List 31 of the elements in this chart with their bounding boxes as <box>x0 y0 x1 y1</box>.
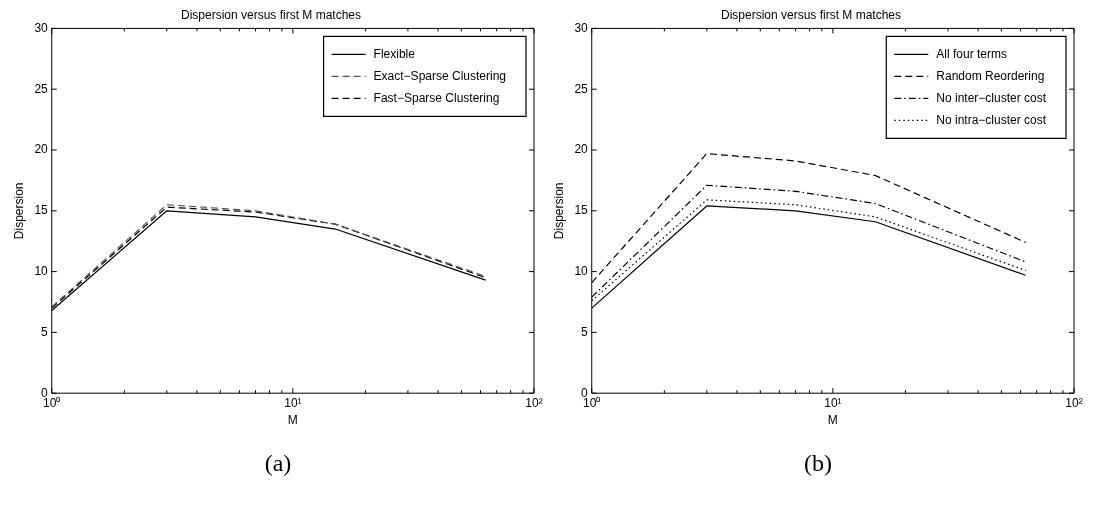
legend-label: Fast−Sparse Clustering <box>373 90 500 105</box>
x-axis-title: M <box>287 413 298 428</box>
y-axis-title: Dispersion <box>551 182 566 240</box>
y-tick-label: 20 <box>34 142 49 157</box>
x-tick-label: 10² <box>525 395 543 410</box>
chart-title: Dispersion versus first M matches <box>180 7 362 22</box>
y-tick-label: 25 <box>574 81 589 96</box>
y-tick-label: 20 <box>574 142 589 157</box>
chart-title: Dispersion versus first M matches <box>720 7 902 22</box>
x-axis-title: M <box>827 413 838 428</box>
text: (a) <box>263 450 293 477</box>
y-tick-label: 25 <box>34 81 49 96</box>
y-tick-label: 10 <box>574 263 589 278</box>
y-tick-label: 10 <box>34 263 49 278</box>
y-tick-label: 5 <box>581 324 589 339</box>
x-tick-label: 10¹ <box>284 395 302 410</box>
legend-label: All four terms <box>936 46 1007 61</box>
legend-label: No inter−cluster cost <box>936 90 1047 105</box>
x-tick-label: 10¹ <box>824 395 842 410</box>
legend-label: Exact−Sparse Clustering <box>373 68 507 83</box>
y-tick-label: 15 <box>574 203 589 218</box>
y-axis-title: Dispersion <box>11 182 26 240</box>
legend-label: Flexible <box>373 46 416 61</box>
text: (b) <box>803 450 833 477</box>
y-tick-label: 30 <box>34 20 49 35</box>
y-tick-label: 30 <box>574 20 589 35</box>
legend-label: Random Reordering <box>936 68 1045 83</box>
y-tick-label: 5 <box>41 324 49 339</box>
legend-label: No intra−cluster cost <box>936 112 1047 127</box>
x-tick-label: 10² <box>1065 395 1083 410</box>
y-tick-label: 15 <box>34 203 49 218</box>
